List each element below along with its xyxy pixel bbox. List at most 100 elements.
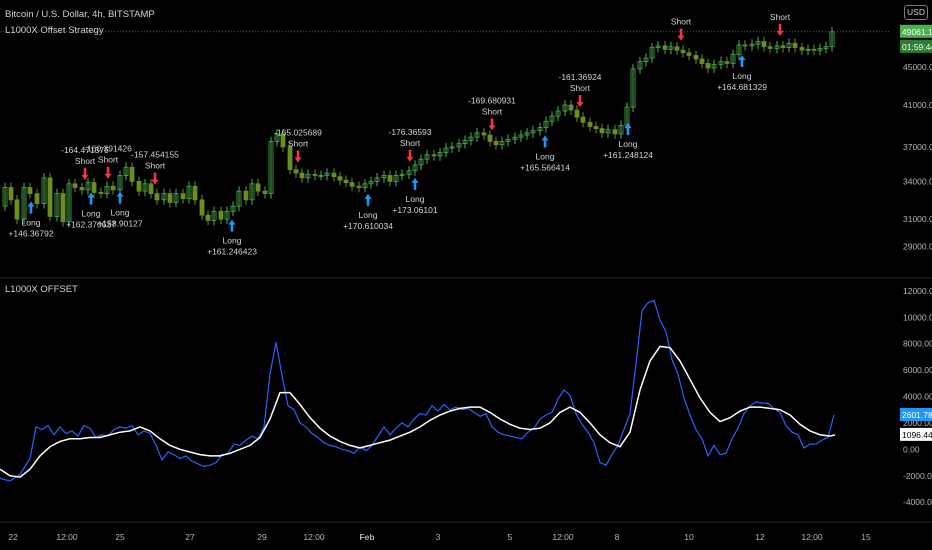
long-signal-label: Long xyxy=(359,210,378,220)
long-signal-value: +164.681329 xyxy=(717,82,767,92)
long-signal-label: Long xyxy=(733,71,752,81)
short-arrow-icon xyxy=(81,167,89,180)
long-signal-value: +162.370637 xyxy=(66,220,116,230)
candle-body xyxy=(318,175,324,177)
candle-body xyxy=(443,147,449,153)
candle-body xyxy=(312,173,318,176)
candle-body xyxy=(786,42,792,48)
candle-body xyxy=(730,54,736,64)
candle-body xyxy=(662,45,668,50)
candle-body xyxy=(412,164,418,172)
time-label: 29 xyxy=(257,532,267,542)
time-label: 12:00 xyxy=(56,532,78,542)
candle-body xyxy=(72,183,78,188)
candle-body xyxy=(199,199,205,216)
candle-body xyxy=(605,129,611,134)
candle-body xyxy=(218,210,224,220)
candle-body xyxy=(655,45,661,48)
candle-body xyxy=(230,205,236,212)
candle-body xyxy=(21,187,27,220)
candle-body xyxy=(262,190,268,195)
price-candles xyxy=(2,26,835,227)
candle-body xyxy=(612,129,618,135)
candle-body xyxy=(568,104,574,111)
candle-body xyxy=(293,169,299,174)
candle-body xyxy=(54,193,60,217)
indicator-title[interactable]: L1000X OFFSET xyxy=(5,284,78,295)
osc-tick-label: 0.00 xyxy=(903,444,920,454)
candle-body xyxy=(718,61,724,65)
candle-body xyxy=(117,175,123,191)
candle-body xyxy=(512,136,518,140)
price-tick-label: 41000.00 xyxy=(903,100,932,110)
long-signal-value: +146.36792 xyxy=(8,229,53,239)
candle-body xyxy=(98,191,104,195)
currency-button[interactable]: USD xyxy=(904,5,928,20)
candle-body xyxy=(549,115,555,122)
candle-body xyxy=(668,46,674,50)
candle-body xyxy=(792,42,798,48)
axes: 49000.0045000.0041000.0037000.0034000.00… xyxy=(8,24,932,542)
candle-body xyxy=(643,57,649,63)
candle-body xyxy=(79,187,85,191)
candle-body xyxy=(186,185,192,199)
short-signal-label: Short xyxy=(288,139,309,149)
long-arrow-icon xyxy=(541,135,549,148)
candle-body xyxy=(530,130,536,134)
candle-body xyxy=(724,61,730,64)
candle-body xyxy=(41,177,47,205)
candle-body xyxy=(224,210,230,220)
candle-body xyxy=(587,121,593,127)
price-tick-label: 31000.00 xyxy=(903,214,932,224)
candle-body xyxy=(424,154,430,160)
time-label: 12:00 xyxy=(552,532,574,542)
candle-body xyxy=(180,193,186,199)
candle-body xyxy=(343,179,349,184)
candle-body xyxy=(418,158,424,166)
time-label: 10 xyxy=(684,532,694,542)
short-signal-value: -165.025689 xyxy=(274,128,322,138)
candle-body xyxy=(468,136,474,141)
candle-body xyxy=(393,175,399,182)
candle-body xyxy=(755,41,761,45)
candle-body xyxy=(2,187,8,207)
candle-body xyxy=(474,132,480,138)
candle-body xyxy=(142,183,148,192)
short-signal-label: Short xyxy=(400,138,421,148)
price-tick-label: 37000.00 xyxy=(903,142,932,152)
candle-body xyxy=(811,48,817,51)
candle-body xyxy=(362,183,368,188)
candle-body xyxy=(823,46,829,49)
offset-value: 2601.78 xyxy=(902,410,932,420)
candle-body xyxy=(349,182,355,187)
candle-body xyxy=(85,182,91,191)
candle-body xyxy=(693,55,699,60)
candle-body xyxy=(154,193,160,201)
short-arrow-icon xyxy=(488,118,496,131)
short-signal-label: Short xyxy=(145,161,166,171)
candle-body xyxy=(211,210,217,221)
candle-body xyxy=(518,134,524,138)
candle-body xyxy=(406,170,412,175)
long-arrow-icon xyxy=(411,177,419,190)
long-signal-value: +161.246423 xyxy=(207,247,257,257)
oscillator-lines xyxy=(0,299,836,482)
long-signal-value: +170.610034 xyxy=(343,221,393,231)
long-signal-value: +158.90127 xyxy=(97,219,142,229)
symbol-title: Bitcoin / U.S. Dollar, 4h, BITSTAMP xyxy=(5,9,155,20)
candle-body xyxy=(66,183,72,223)
time-label: 12:00 xyxy=(303,532,325,542)
candle-body xyxy=(637,61,643,70)
candle-body xyxy=(680,49,686,54)
strategy-title[interactable]: L1000X Offset Strategy xyxy=(5,25,104,36)
short-signal-value: -161.36924 xyxy=(558,72,601,82)
countdown-tag xyxy=(900,39,932,53)
candle-body xyxy=(167,193,173,203)
candle-body xyxy=(305,173,311,179)
time-label: 25 xyxy=(115,532,125,542)
long-signal-label: Long xyxy=(111,208,130,218)
long-arrow-icon xyxy=(364,193,372,206)
price-tick-label: 45000.00 xyxy=(903,62,932,72)
candle-body xyxy=(499,141,505,146)
